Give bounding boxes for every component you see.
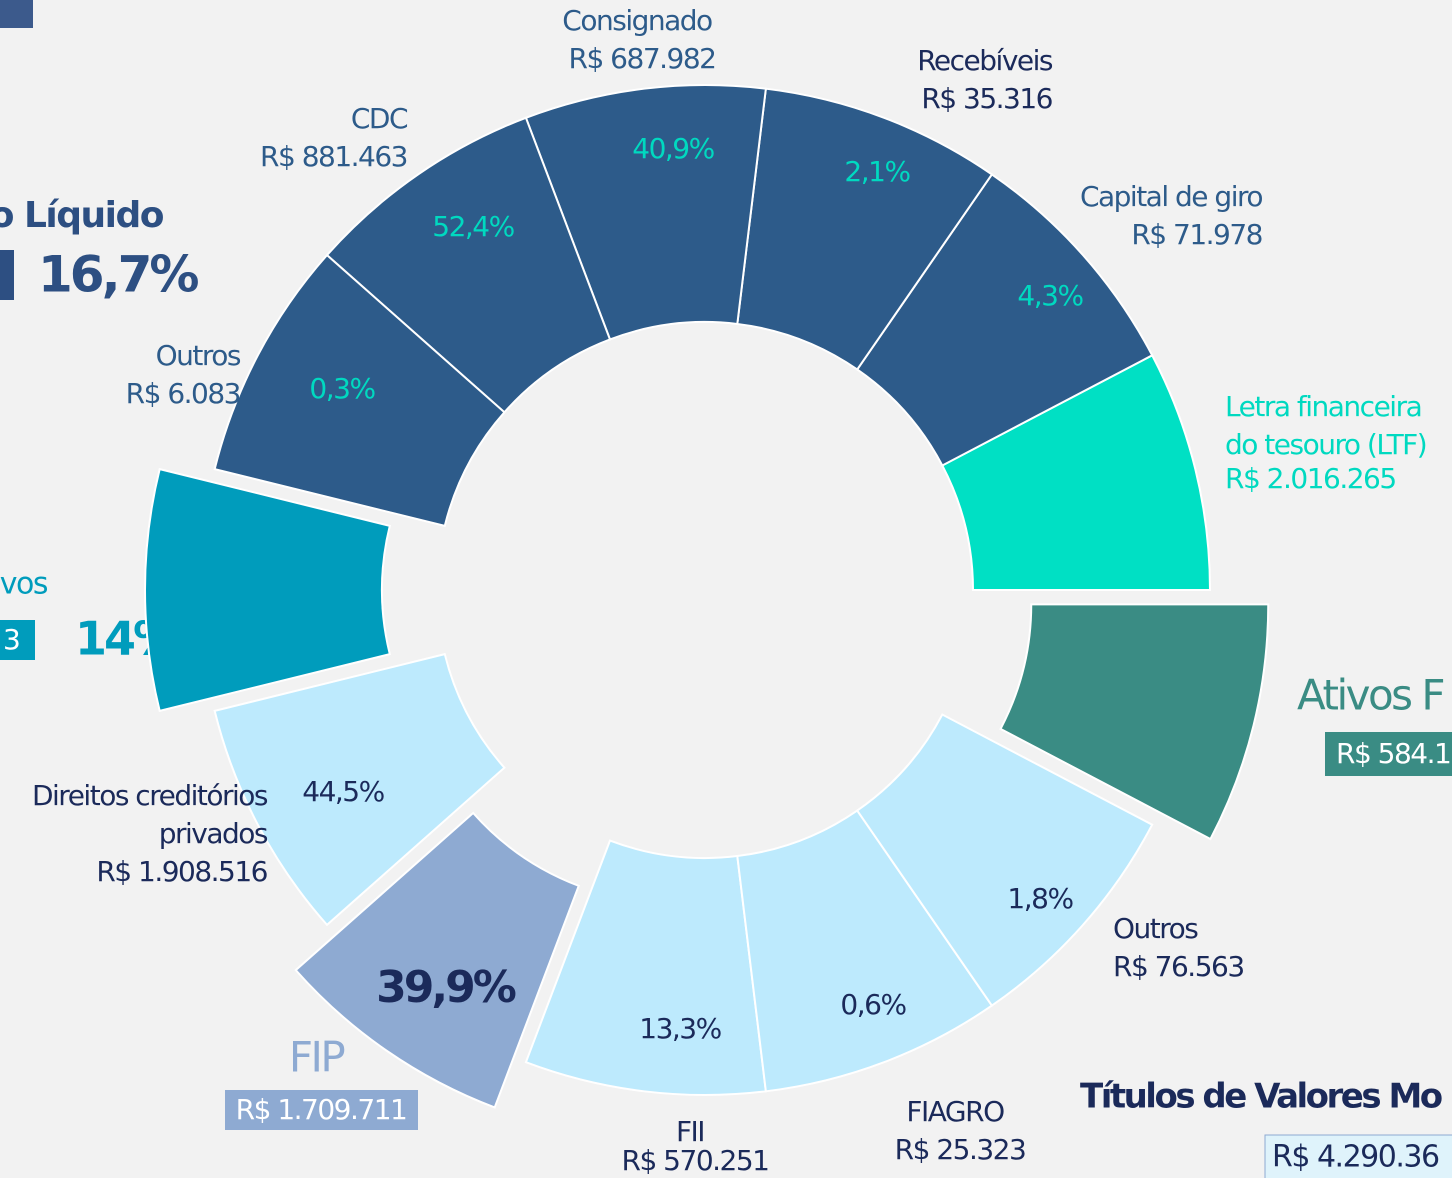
segment-label: Outros <box>1113 912 1198 945</box>
segment-amount: R$ 2.016.265 <box>1225 462 1396 495</box>
donut-segment <box>999 603 1270 841</box>
segment-label: FIP <box>289 1033 345 1082</box>
segment-amount: R$ 25.323 <box>895 1133 1026 1166</box>
corner-block <box>0 0 33 28</box>
amount-box <box>225 1090 418 1130</box>
segment-percent: 52,4% <box>432 210 514 243</box>
net-bar <box>0 250 14 300</box>
net-percent: 16,7% <box>38 246 198 304</box>
segment-percent: 44,5% <box>302 775 384 808</box>
donut-segment <box>143 467 391 713</box>
segment-label: Letra financeira <box>1225 390 1421 423</box>
segment-percent: 0,3% <box>309 372 375 405</box>
segment-label: Outros <box>156 339 241 372</box>
segment-amount: R$ 76.563 <box>1113 950 1244 983</box>
segment-amount: R$ 687.982 <box>569 42 716 75</box>
bottom-amount: R$ 4.290.36 <box>1272 1140 1439 1175</box>
donut-segment <box>213 253 506 528</box>
segment-percent: 0,6% <box>840 988 906 1021</box>
left-amount: 3 <box>3 623 19 656</box>
segment-label: Direitos creditórios <box>32 779 268 812</box>
donut-segment <box>855 713 1154 1008</box>
amount-box <box>1325 732 1452 776</box>
segment-label: Recebíveis <box>917 44 1053 77</box>
segment-percent: 2,1% <box>844 155 910 188</box>
left-box <box>0 620 35 660</box>
left-title: vos <box>0 567 48 602</box>
segment-amount: R$ 881.463 <box>260 140 407 173</box>
segment-amount: R$ 1.908.516 <box>96 855 267 888</box>
bottom-box <box>1264 1134 1452 1178</box>
segment-amount: R$ 1.709.711 <box>236 1093 407 1126</box>
segment-percent: 13,3% <box>639 1012 721 1045</box>
donut-segment <box>213 652 506 927</box>
bottom-title: Títulos de Valores Mo <box>1080 1077 1442 1117</box>
segment-label: Capital de giro <box>1080 180 1262 213</box>
segment-percent: 4,3% <box>1017 279 1083 312</box>
segment-amount: R$ 35.316 <box>921 82 1052 115</box>
segment-amount: R$ 584.1 <box>1336 737 1450 770</box>
segment-amount: R$ 6.083 <box>126 377 240 410</box>
segment-label: FIAGRO <box>906 1095 1004 1128</box>
segment-label: FII <box>676 1115 704 1148</box>
segment-label: privados <box>159 817 268 850</box>
segment-percent: 39,9% <box>376 962 516 1013</box>
segment-label: Consignado <box>562 4 712 37</box>
segment-label: Ativos F <box>1297 671 1443 720</box>
segment-label: CDC <box>351 102 408 135</box>
segment-amount: R$ 71.978 <box>1131 218 1262 251</box>
segment-percent: 1,8% <box>1007 882 1073 915</box>
segment-percent: 40,9% <box>632 132 714 165</box>
segment-label: do tesouro (LTF) <box>1225 428 1426 461</box>
segment-amount: R$ 570.251 <box>622 1144 769 1177</box>
donut-segment <box>294 811 581 1109</box>
net-title: to Líquido <box>0 195 164 236</box>
